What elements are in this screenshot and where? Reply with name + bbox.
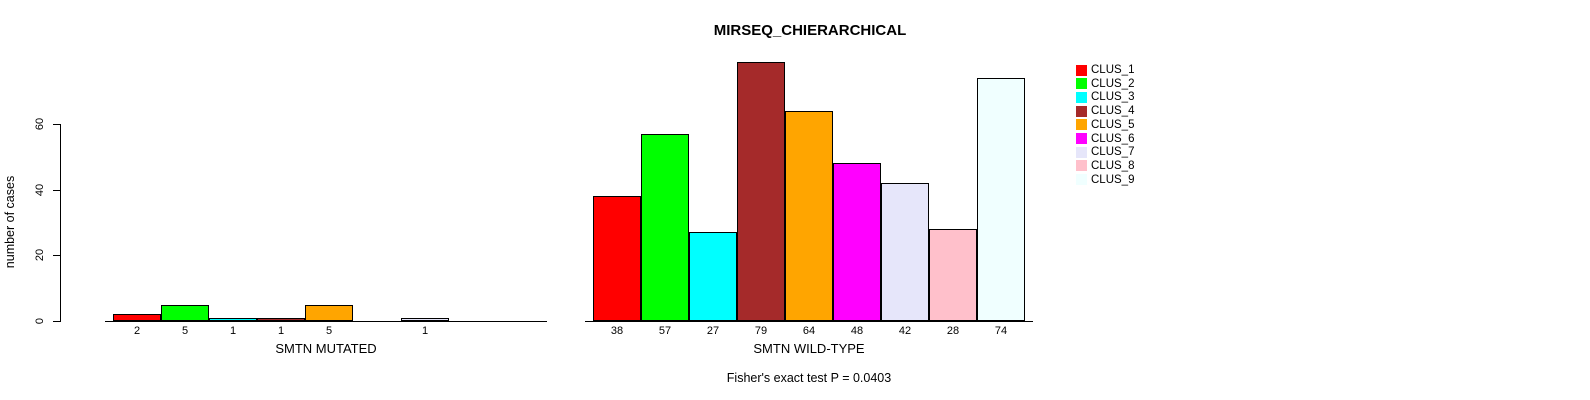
- legend-label: CLUS_4: [1091, 105, 1135, 118]
- legend-item-clus_5: CLUS_5: [1076, 119, 1134, 131]
- y-tick-label: 20: [34, 248, 46, 262]
- legend-label: CLUS_5: [1091, 118, 1135, 131]
- legend-label: CLUS_9: [1091, 173, 1135, 186]
- chart-title: MIRSEQ_CHIERARCHICAL: [713, 22, 907, 39]
- bar-clus_6: [833, 163, 881, 321]
- legend-label: CLUS_8: [1091, 159, 1135, 172]
- bar-clus_9: [977, 78, 1025, 321]
- bar-clus_7: [401, 318, 449, 321]
- legend-swatch-icon: [1076, 119, 1087, 131]
- x-tick-label: 28: [946, 325, 960, 337]
- y-axis-title: number of cases: [3, 175, 17, 269]
- legend-label: CLUS_1: [1091, 64, 1135, 76]
- bar-clus_3: [689, 232, 737, 321]
- x-tick-label: 5: [181, 325, 189, 337]
- y-tick: [53, 255, 60, 256]
- legend-swatch-icon: [1076, 91, 1087, 103]
- x-tick-label: 1: [421, 325, 429, 337]
- y-tick-label: 40: [34, 183, 46, 197]
- y-tick: [53, 190, 60, 191]
- y-tick-label: 60: [34, 117, 46, 131]
- x-tick-label: 74: [994, 325, 1008, 337]
- bar-clus_1: [113, 314, 161, 321]
- x-tick-label: 27: [706, 325, 720, 337]
- bar-clus_5: [305, 305, 353, 321]
- x-tick-label: 38: [610, 325, 624, 337]
- legend-swatch-icon: [1076, 160, 1087, 172]
- legend-item-clus_3: CLUS_3: [1076, 91, 1134, 103]
- x-tick-label: 2: [133, 325, 141, 337]
- x-tick-label: 1: [229, 325, 237, 337]
- bar-clus_8: [929, 229, 977, 321]
- legend-item-clus_6: CLUS_6: [1076, 133, 1134, 145]
- legend-label: CLUS_6: [1091, 132, 1135, 145]
- legend-item-clus_2: CLUS_2: [1076, 78, 1134, 90]
- x-axis-line: [585, 321, 1033, 322]
- x-tick-label: 42: [898, 325, 912, 337]
- bar-clus_3: [209, 318, 257, 321]
- legend-swatch-icon: [1076, 174, 1087, 186]
- bar-clus_1: [593, 196, 641, 321]
- legend-swatch-icon: [1076, 105, 1087, 117]
- legend-item-clus_8: CLUS_8: [1076, 160, 1134, 172]
- legend-swatch-icon: [1076, 146, 1087, 158]
- legend-label: CLUS_2: [1091, 77, 1135, 90]
- legend-item-clus_7: CLUS_7: [1076, 146, 1134, 158]
- bar-clus_2: [641, 134, 689, 321]
- bar-clus_7: [881, 183, 929, 321]
- bar-clus_4: [257, 318, 305, 321]
- x-tick-label: 64: [802, 325, 816, 337]
- legend-label: CLUS_3: [1091, 91, 1135, 104]
- bar-clus_2: [161, 305, 209, 321]
- y-axis-line: [60, 124, 61, 322]
- x-tick-label: 5: [325, 325, 333, 337]
- legend-item-clus_1: CLUS_1: [1076, 64, 1134, 76]
- x-tick-label: 1: [277, 325, 285, 337]
- y-tick-label: 0: [34, 317, 46, 325]
- x-axis-label-wild-type: SMTN WILD-TYPE: [753, 341, 865, 356]
- legend-item-clus_4: CLUS_4: [1076, 105, 1134, 117]
- legend-swatch-icon: [1076, 64, 1087, 76]
- x-axis-line: [105, 321, 547, 322]
- legend-swatch-icon: [1076, 133, 1087, 144]
- y-tick: [53, 124, 60, 125]
- y-tick: [53, 321, 60, 322]
- bar-clus_4: [737, 62, 785, 321]
- legend-label: CLUS_7: [1091, 146, 1135, 159]
- x-tick-label: 48: [850, 325, 864, 337]
- x-axis-label-mutated: SMTN MUTATED: [275, 341, 377, 356]
- x-tick-label: 79: [754, 325, 768, 337]
- bar-clus_5: [785, 111, 833, 321]
- legend-swatch-icon: [1076, 78, 1087, 90]
- fisher-test-note: Fisher's exact test P = 0.0403: [726, 371, 892, 385]
- legend-item-clus_9: CLUS_9: [1076, 174, 1134, 186]
- x-tick-label: 57: [658, 325, 672, 337]
